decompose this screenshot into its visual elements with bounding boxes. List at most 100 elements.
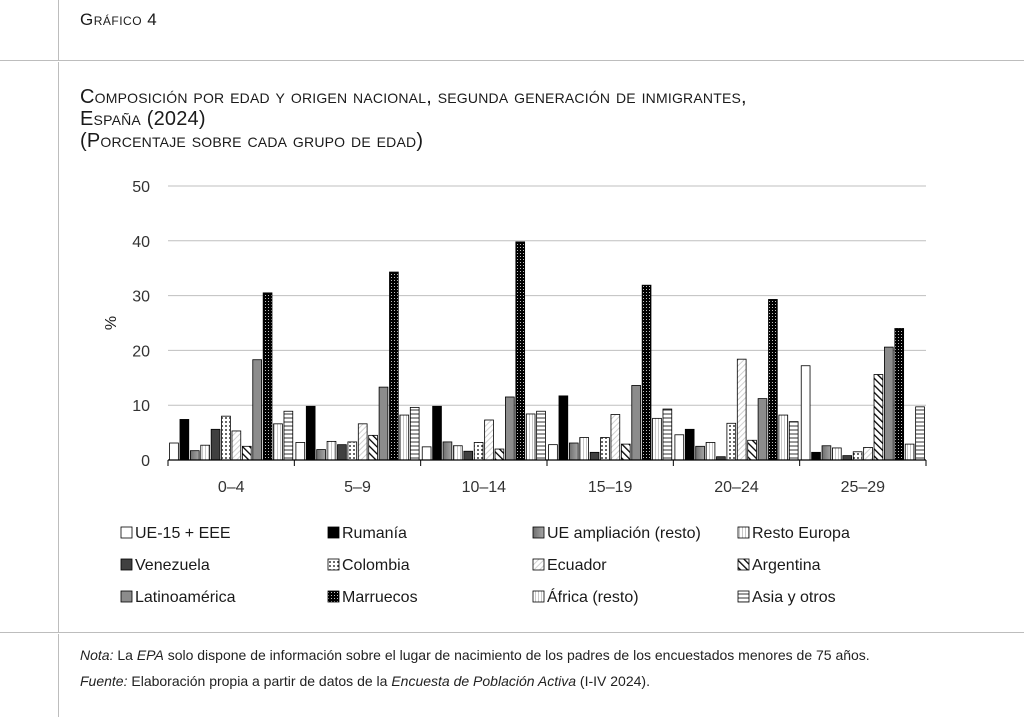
frame-left-line-bottom	[58, 634, 59, 717]
bar	[210, 428, 221, 461]
bar	[179, 419, 190, 461]
source-text-pre: Elaboración propia a partir de datos de …	[131, 673, 392, 689]
chart-title-line1: Composición por edad y origen nacional, …	[80, 86, 747, 108]
bar	[525, 413, 536, 461]
x-tick-labels: 0–4 5–9 10–14 15–19 20–24 25–29	[218, 479, 885, 496]
legend-swatch	[737, 558, 750, 571]
bar	[305, 405, 316, 461]
bar	[652, 417, 662, 461]
bar	[558, 395, 569, 461]
bar	[884, 346, 894, 461]
bar	[894, 328, 905, 461]
bar	[705, 442, 716, 461]
bar	[620, 443, 631, 461]
note-label: Nota:	[80, 647, 114, 663]
legend-label: Venezuela	[135, 557, 210, 574]
bar	[169, 442, 179, 461]
legend-label: Argentina	[752, 557, 821, 574]
legend-swatch	[532, 526, 545, 539]
bar	[747, 439, 757, 461]
bar	[674, 434, 685, 461]
note-text-post: solo dispone de información sobre el lug…	[163, 647, 870, 663]
frame-top-divider	[0, 60, 1024, 61]
bar	[800, 365, 811, 461]
bar	[368, 434, 378, 461]
legend-label: Rumanía	[342, 525, 407, 542]
x-tick-label: 0–4	[218, 479, 245, 496]
bar	[252, 359, 262, 461]
legend-swatch	[120, 558, 133, 571]
y-tick-label: 30	[132, 289, 150, 306]
bar	[463, 450, 474, 461]
figure-label: Gráfico 4	[80, 10, 158, 29]
bar	[326, 440, 337, 461]
bar	[283, 410, 294, 461]
bar	[378, 386, 389, 461]
bar	[337, 444, 347, 461]
note-epa: EPA	[136, 647, 164, 663]
legend-swatch	[327, 526, 340, 539]
y-tick-label: 20	[132, 343, 150, 360]
legend-label: UE ampliación (resto)	[547, 525, 701, 542]
bar	[726, 422, 737, 461]
bar	[241, 445, 252, 461]
legend: UE-15 + EEE Rumanía UE ampliación (resto) R…	[120, 525, 850, 606]
chart-subtitle: (Porcentaje sobre cada grupo de edad)	[80, 130, 424, 152]
chart-title-block: Composición por edad y origen nacional, …	[80, 86, 1010, 152]
bar	[316, 449, 326, 461]
frame-left-line-top	[58, 0, 59, 60]
bar	[347, 441, 358, 461]
x-tick-label: 15–19	[588, 479, 633, 496]
legend-swatch	[532, 558, 545, 571]
bar	[389, 271, 399, 461]
bar	[357, 423, 368, 461]
bar	[453, 445, 463, 461]
source-title: Encuesta de Población Activa	[391, 673, 577, 689]
bar	[811, 451, 821, 461]
bar	[684, 428, 695, 461]
bar	[641, 284, 652, 461]
bar	[536, 410, 546, 461]
bar	[548, 444, 558, 461]
bar	[904, 443, 915, 461]
bar	[442, 441, 453, 461]
source-label: Fuente:	[80, 673, 128, 689]
bar	[788, 421, 799, 461]
bar	[873, 374, 884, 461]
legend-label: Colombia	[342, 557, 410, 574]
bar	[832, 447, 842, 461]
bar	[821, 445, 832, 461]
bar	[421, 446, 432, 461]
bar	[399, 414, 410, 461]
frame-bottom-divider	[0, 632, 1024, 633]
y-tick-label: 0	[141, 453, 150, 470]
bar	[515, 241, 526, 461]
legend-swatch	[532, 590, 545, 603]
legend-swatch	[120, 526, 133, 539]
legend-swatch	[120, 590, 133, 603]
bar	[778, 414, 789, 461]
note-text-pre: La	[117, 647, 137, 663]
bar	[231, 430, 242, 461]
legend-label: Resto Europa	[752, 525, 850, 542]
bars	[169, 241, 925, 461]
x-tick-label: 10–14	[462, 479, 507, 496]
bar	[494, 448, 505, 461]
bar	[757, 398, 768, 461]
legend-label: Marruecos	[342, 589, 418, 606]
bar	[273, 423, 283, 461]
bar	[662, 408, 673, 461]
bar	[842, 455, 853, 461]
bar	[852, 451, 863, 461]
footnotes: Nota: La EPA solo dispone de información…	[80, 642, 870, 694]
y-axis-label: %	[103, 316, 120, 330]
bar-chart: % 0 10 20 30 40 50 0–4 5–9 10–14 15–19 20–24 25–29…	[103, 179, 927, 606]
legend-swatch	[737, 526, 750, 539]
frame-left-line	[58, 62, 59, 632]
bar	[295, 442, 306, 461]
source-text-post: (I-IV 2024).	[576, 673, 650, 689]
legend-label: África (resto)	[547, 587, 639, 606]
bar	[631, 385, 641, 461]
legend-label: Asia y otros	[752, 589, 836, 606]
bar	[589, 451, 600, 461]
